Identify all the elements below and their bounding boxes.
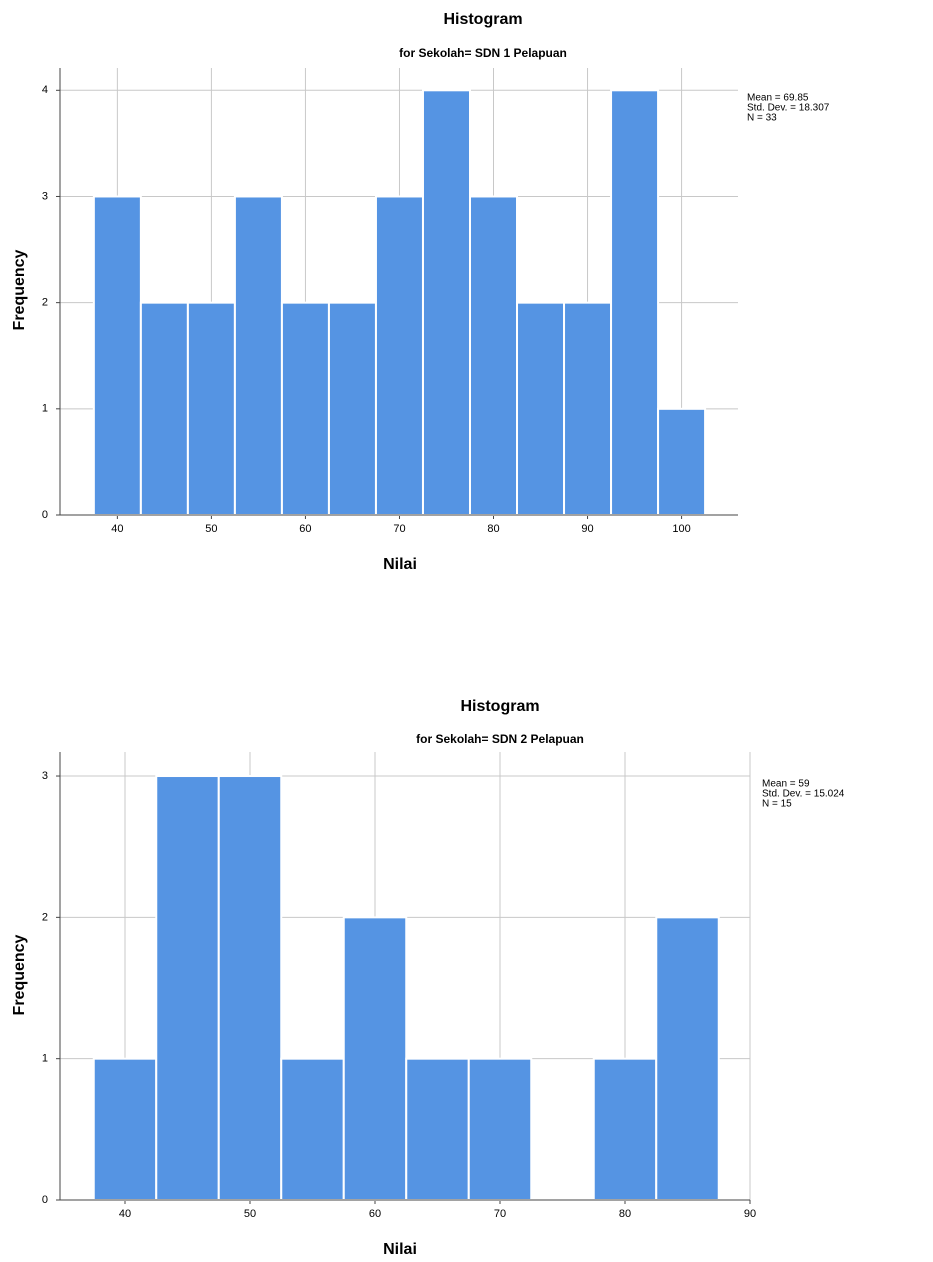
histogram-bar bbox=[92, 1057, 158, 1201]
y-tick-label: 2 bbox=[42, 911, 48, 923]
x-tick-label: 80 bbox=[619, 1208, 631, 1220]
stat-annotation: Mean = 59 bbox=[762, 779, 810, 790]
histogram-bar bbox=[155, 775, 220, 1201]
chart-title: Histogram bbox=[443, 11, 522, 28]
chart-title: Histogram bbox=[460, 698, 539, 715]
x-tick-label: 50 bbox=[205, 523, 217, 535]
histogram-bar bbox=[217, 775, 283, 1201]
chart-subtitle: for Sekolah= SDN 2 Pelapuan bbox=[416, 732, 584, 746]
histogram-bar bbox=[563, 301, 613, 517]
y-tick-label: 1 bbox=[42, 1053, 48, 1065]
x-tick-label: 40 bbox=[111, 523, 123, 535]
x-tick-label: 80 bbox=[487, 523, 499, 535]
stat-annotation: N = 15 bbox=[762, 799, 792, 810]
y-tick-label: 3 bbox=[42, 770, 48, 782]
y-tick-label: 2 bbox=[42, 297, 48, 309]
x-tick-label: 50 bbox=[244, 1208, 256, 1220]
histogram-bar bbox=[233, 195, 283, 516]
x-axis-label: Nilai bbox=[383, 1241, 417, 1258]
histogram-bar bbox=[655, 916, 720, 1201]
histogram-bar bbox=[467, 1057, 533, 1201]
histogram-bar bbox=[92, 195, 142, 516]
stat-annotation: Mean = 69.85 bbox=[747, 93, 809, 104]
x-tick-label: 60 bbox=[299, 523, 311, 535]
histogram-bar bbox=[374, 195, 424, 516]
histogram-bar bbox=[468, 195, 519, 516]
y-axis-label: Frequency bbox=[11, 934, 28, 1015]
y-tick-label: 1 bbox=[42, 403, 48, 415]
histogram-bar bbox=[280, 1057, 345, 1201]
stat-annotation: N = 33 bbox=[747, 113, 777, 124]
histogram-bar bbox=[657, 407, 707, 516]
x-tick-label: 100 bbox=[672, 523, 690, 535]
x-tick-label: 40 bbox=[119, 1208, 131, 1220]
histogram-bar bbox=[327, 301, 377, 517]
y-tick-label: 4 bbox=[42, 84, 48, 96]
histogram-bar bbox=[186, 301, 236, 517]
histogram-bar bbox=[139, 301, 189, 517]
x-tick-label: 90 bbox=[744, 1208, 756, 1220]
y-tick-label: 3 bbox=[42, 190, 48, 202]
histogram-bar bbox=[610, 89, 660, 517]
stat-annotation: Std. Dev. = 15.024 bbox=[762, 789, 845, 800]
x-tick-label: 70 bbox=[494, 1208, 506, 1220]
y-tick-label: 0 bbox=[42, 1194, 48, 1206]
stat-annotation: Std. Dev. = 18.307 bbox=[747, 103, 830, 114]
histogram-bar bbox=[592, 1057, 658, 1201]
x-tick-label: 90 bbox=[581, 523, 593, 535]
chart-subtitle: for Sekolah= SDN 1 Pelapuan bbox=[399, 46, 567, 60]
histogram-bar bbox=[421, 89, 471, 517]
x-axis-label: Nilai bbox=[383, 556, 417, 573]
x-tick-label: 70 bbox=[393, 523, 405, 535]
histogram-bar bbox=[342, 916, 408, 1201]
y-tick-label: 0 bbox=[42, 509, 48, 521]
histogram-bar bbox=[516, 301, 566, 517]
x-tick-label: 60 bbox=[369, 1208, 381, 1220]
histogram-bar bbox=[405, 1057, 470, 1201]
y-axis-label: Frequency bbox=[11, 249, 28, 330]
histogram-bar bbox=[280, 301, 330, 517]
